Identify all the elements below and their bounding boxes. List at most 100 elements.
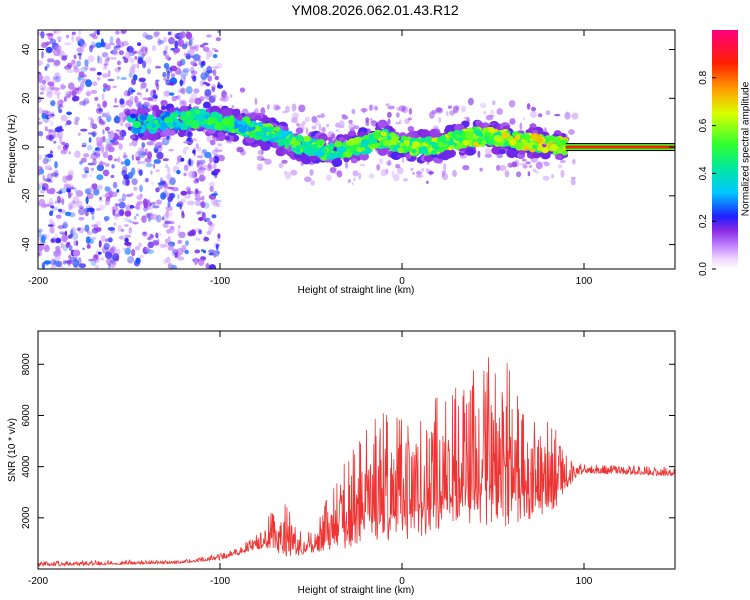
noise-blob (157, 38, 162, 46)
ridge-blob (224, 136, 230, 141)
spectrogram-ylabel: Frequency (Hz) (7, 115, 18, 184)
noise-blob (59, 136, 63, 144)
noise-blob (117, 224, 122, 232)
noise-blob (174, 40, 179, 49)
noise-blob (109, 57, 117, 60)
ridge-blob (274, 126, 281, 132)
x-tick-label: -100 (210, 276, 230, 287)
noise-blob (398, 105, 406, 112)
noise-blob (557, 164, 563, 169)
y-tick-label: 0 (21, 144, 32, 150)
noise-blob (103, 83, 108, 89)
ridge-blob (328, 152, 335, 158)
noise-blob (78, 54, 82, 60)
noise-blob (352, 170, 359, 177)
noise-blob (113, 211, 119, 220)
ridge-blob (382, 139, 390, 147)
ridge-blob (213, 122, 223, 130)
noise-blob (96, 71, 102, 76)
noise-blob (49, 150, 53, 154)
page-title: YM08.2026.062.01.43.R12 (291, 2, 459, 18)
noise-blob (117, 66, 121, 71)
noise-blob (38, 252, 41, 256)
ridge-blob (130, 113, 137, 119)
noise-blob (84, 210, 89, 217)
noise-blob (182, 147, 187, 155)
noise-blob (136, 61, 140, 69)
noise-blob (200, 175, 206, 180)
noise-blob (49, 226, 55, 234)
noise-blob (77, 52, 82, 56)
noise-blob (40, 31, 45, 39)
noise-blob (278, 162, 284, 169)
noise-blob (68, 151, 71, 155)
noise-blob (239, 87, 246, 93)
noise-blob (103, 63, 109, 66)
noise-blob (120, 161, 125, 165)
noise-blob (128, 72, 132, 78)
ridge-blob (547, 135, 553, 141)
noise-blob (61, 85, 66, 89)
ridge-blob (290, 147, 296, 152)
noise-blob (52, 260, 57, 265)
ridge-blob (462, 139, 470, 146)
noise-blob (401, 157, 405, 163)
noise-blob (105, 238, 108, 243)
noise-blob (188, 39, 193, 46)
ridge-blob (437, 141, 444, 147)
noise-blob (66, 174, 73, 181)
noise-blob (104, 216, 108, 223)
colorbar-tick-label: 0.8 (698, 70, 709, 84)
ridge-blob (473, 135, 479, 140)
noise-blob (151, 45, 157, 52)
colorbar-tick-label: 0.0 (698, 262, 709, 276)
noise-blob (195, 177, 200, 183)
noise-blob (369, 173, 375, 179)
noise-blob (165, 164, 169, 169)
noise-blob (78, 263, 87, 269)
noise-blob (525, 161, 531, 165)
noise-blob (42, 174, 46, 182)
ridge-blob (460, 133, 467, 138)
noise-blob (132, 221, 139, 225)
noise-blob (206, 49, 213, 58)
noise-blob (49, 120, 54, 127)
noise-blob (559, 159, 566, 164)
noise-blob (492, 100, 496, 106)
noise-blob (115, 37, 121, 46)
noise-blob (207, 229, 211, 234)
noise-blob (196, 161, 204, 169)
noise-blob (210, 198, 218, 206)
noise-blob (49, 211, 53, 217)
noise-blob (436, 107, 443, 114)
ridge-blob (166, 121, 174, 128)
noise-blob (50, 151, 54, 154)
noise-blob (155, 142, 164, 146)
noise-blob (72, 95, 80, 102)
ridge-blob (200, 120, 206, 125)
noise-blob (137, 160, 141, 165)
noise-blob (216, 239, 221, 242)
noise-blob (91, 214, 95, 221)
noise-blob (320, 113, 325, 118)
ridge-blob (344, 151, 352, 157)
noise-blob (163, 244, 171, 248)
noise-blob (54, 260, 61, 267)
noise-blob (183, 52, 191, 56)
noise-blob (522, 117, 526, 121)
noise-blob (46, 158, 52, 162)
noise-blob (38, 170, 41, 176)
noise-blob (545, 110, 551, 116)
noise-blob (78, 207, 86, 216)
ridge-blob (338, 146, 347, 153)
noise-blob (54, 200, 58, 204)
noise-blob (200, 201, 206, 209)
noise-blob (192, 44, 201, 48)
noise-blob (80, 128, 88, 132)
noise-blob (211, 214, 217, 219)
noise-blob (92, 149, 97, 156)
noise-blob (86, 144, 93, 151)
ridge-blob (295, 127, 304, 134)
noise-blob (537, 113, 543, 118)
